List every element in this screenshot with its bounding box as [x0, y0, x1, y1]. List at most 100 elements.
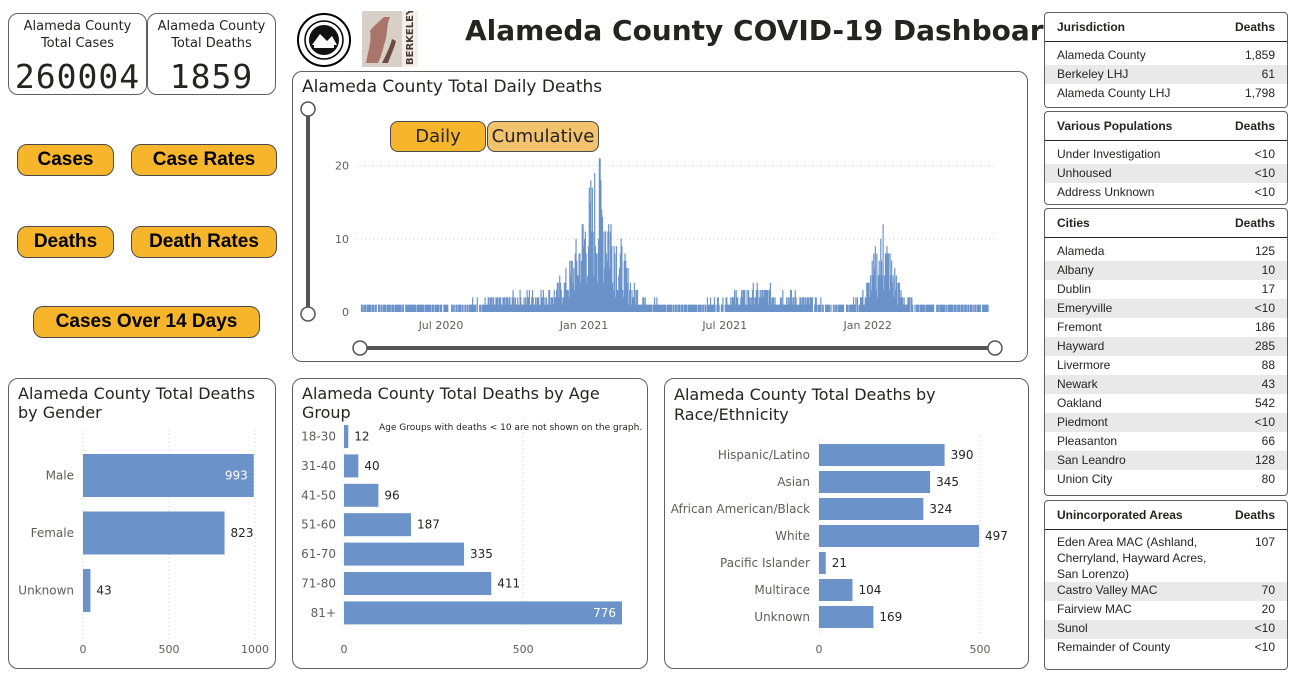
daily-bar: [538, 304, 541, 312]
cumulative-toggle-button[interactable]: Cumulative: [487, 121, 599, 152]
daily-bar: [405, 304, 408, 312]
race-data-label: 345: [936, 475, 959, 489]
daily-bar: [880, 238, 882, 312]
cities-header-label[interactable]: Cities: [1057, 216, 1090, 230]
daily-bar: [796, 304, 798, 312]
table-row: Emeryville <10: [1045, 299, 1287, 318]
daily-bar: [730, 304, 733, 312]
daily-bar: [616, 290, 618, 312]
daily-bar: [426, 304, 429, 312]
daily-bar: [736, 297, 738, 312]
jurisdiction-header-label[interactable]: Jurisdiction: [1057, 20, 1126, 34]
daily-bar: [842, 304, 845, 312]
daily-bar: [538, 297, 540, 312]
race-bar: [819, 606, 874, 628]
daily-bar: [613, 246, 615, 312]
daily-bar: [866, 282, 869, 312]
daily-bar: [783, 304, 785, 312]
race-category-label: Unknown: [754, 610, 810, 624]
date-range-slider-handle-start[interactable]: [352, 340, 368, 356]
daily-bar: [717, 297, 719, 312]
case-rates-button[interactable]: Case Rates: [131, 144, 277, 176]
table-row: Under Investigation <10: [1045, 145, 1287, 164]
daily-bar: [825, 304, 827, 312]
daily-bar: [776, 304, 778, 312]
daily-bar: [409, 304, 411, 312]
daily-bar: [715, 304, 717, 312]
daily-bar: [880, 260, 883, 312]
daily-bar: [776, 304, 778, 312]
daily-bar: [368, 304, 370, 312]
row-name: Fremont: [1057, 320, 1102, 334]
daily-bar: [846, 304, 848, 312]
daily-x-tick: Jul 2021: [701, 319, 747, 332]
populations-header-label[interactable]: Various Populations: [1057, 119, 1173, 133]
deaths-button[interactable]: Deaths: [17, 226, 114, 258]
gender-x-tick: 0: [80, 643, 87, 656]
unincorporated-header-label[interactable]: Unincorporated Areas: [1057, 508, 1183, 522]
daily-toggle-button[interactable]: Daily: [390, 121, 486, 152]
daily-bar: [576, 275, 579, 312]
daily-bar: [680, 304, 682, 312]
age-bar: [344, 542, 465, 566]
daily-y-tick: 20: [335, 160, 349, 173]
table-row: Livermore 88: [1045, 356, 1287, 375]
daily-bar: [469, 304, 471, 312]
daily-bar: [868, 282, 870, 312]
daily-bar: [724, 304, 726, 312]
daily-bar: [737, 304, 740, 312]
daily-bar: [437, 304, 439, 312]
daily-bar: [683, 304, 685, 312]
daily-bar: [632, 297, 635, 312]
daily-bar: [515, 304, 517, 312]
daily-bar: [898, 282, 900, 312]
populations-header-deaths[interactable]: Deaths: [1234, 119, 1275, 133]
death-rates-button[interactable]: Death Rates: [131, 226, 277, 258]
row-name: Dublin: [1057, 282, 1092, 296]
unincorporated-header-deaths[interactable]: Deaths: [1234, 508, 1275, 522]
date-range-slider-handle-end[interactable]: [987, 340, 1003, 356]
daily-bar: [586, 282, 588, 312]
daily-bar: [787, 297, 789, 312]
daily-bar: [528, 297, 530, 312]
daily-bar: [650, 304, 653, 312]
y-range-slider-handle-top[interactable]: [300, 101, 316, 117]
daily-bar: [563, 282, 565, 312]
daily-bar: [481, 304, 483, 312]
cases-over-14-days-button[interactable]: Cases Over 14 Days: [33, 306, 260, 338]
daily-bar: [867, 282, 869, 312]
daily-bar: [978, 304, 980, 312]
daily-bar: [949, 304, 951, 312]
daily-bar: [877, 297, 879, 312]
jurisdiction-header-deaths[interactable]: Deaths: [1234, 20, 1275, 34]
row-name: Address Unknown: [1057, 185, 1155, 199]
daily-bar: [439, 304, 441, 312]
race-x-tick: 0: [816, 643, 823, 656]
daily-bar: [483, 304, 485, 312]
daily-bar: [576, 260, 578, 312]
daily-bar: [659, 304, 661, 312]
daily-bar: [850, 304, 852, 312]
y-range-slider-handle-bottom[interactable]: [300, 306, 316, 322]
daily-bar: [533, 304, 535, 312]
daily-bar: [653, 304, 655, 312]
cases-button[interactable]: Cases: [17, 144, 114, 176]
daily-bar: [768, 304, 770, 312]
cities-header-deaths[interactable]: Deaths: [1234, 216, 1275, 230]
daily-bar: [968, 304, 970, 312]
daily-bar: [571, 260, 573, 312]
row-name: Piedmont: [1057, 415, 1108, 429]
daily-bar: [660, 304, 662, 312]
daily-bar: [961, 304, 963, 312]
table-row: Alameda County LHJ 1,798: [1045, 84, 1287, 103]
unincorporated-table-header: Unincorporated Areas Deaths: [1045, 501, 1287, 530]
daily-bar: [384, 304, 386, 312]
daily-bar: [793, 304, 796, 312]
daily-bar: [871, 260, 873, 312]
daily-bar: [541, 297, 543, 312]
daily-bar: [751, 297, 753, 312]
daily-bar: [788, 304, 790, 312]
daily-bar: [514, 297, 517, 312]
daily-bar: [930, 304, 932, 312]
daily-bar: [738, 304, 740, 312]
